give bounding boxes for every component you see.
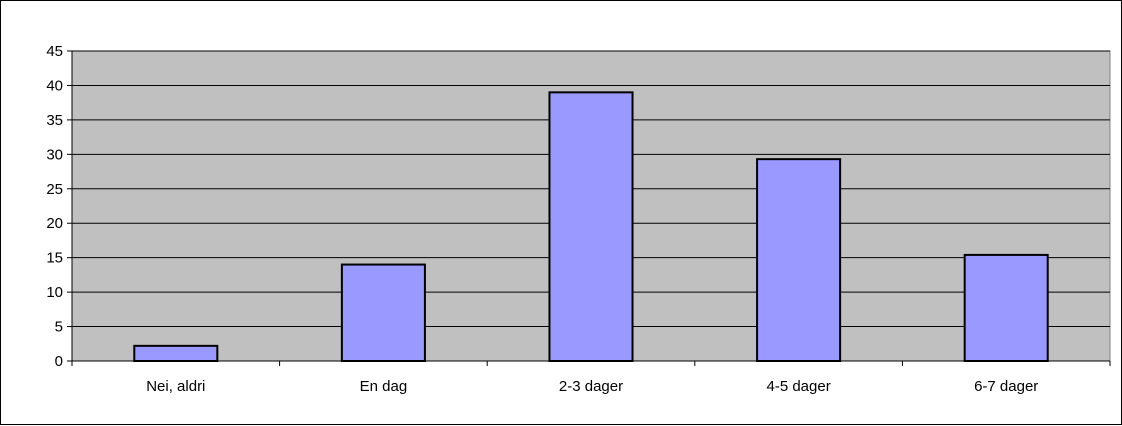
y-tick-label: 5 bbox=[55, 319, 63, 336]
y-tick-label: 30 bbox=[46, 146, 63, 163]
x-tick-label: En dag bbox=[360, 378, 408, 395]
bar-4 bbox=[965, 255, 1048, 361]
y-tick-label: 15 bbox=[46, 250, 63, 267]
x-tick-label: 6-7 dager bbox=[974, 378, 1038, 395]
y-tick-label: 25 bbox=[46, 181, 63, 198]
y-tick-label: 0 bbox=[55, 353, 63, 370]
x-tick-label: 4-5 dager bbox=[766, 378, 830, 395]
y-tick-label: 40 bbox=[46, 77, 63, 94]
y-tick-labels: 0 5 10 15 20 25 30 35 40 45 bbox=[46, 43, 63, 370]
x-tick-label: 2-3 dager bbox=[559, 378, 623, 395]
y-tick-label: 45 bbox=[46, 43, 63, 60]
x-tick-label: Nei, aldri bbox=[146, 378, 205, 395]
bar-1 bbox=[342, 265, 425, 361]
y-tick-label: 10 bbox=[46, 284, 63, 301]
bar-2 bbox=[549, 92, 632, 361]
bar-0 bbox=[134, 346, 217, 361]
bar-3 bbox=[757, 159, 840, 361]
y-tick-label: 20 bbox=[46, 215, 63, 232]
y-tick-label: 35 bbox=[46, 112, 63, 129]
x-tick-labels: Nei, aldri En dag 2-3 dager 4-5 dager 6-7 da… bbox=[146, 378, 1038, 395]
